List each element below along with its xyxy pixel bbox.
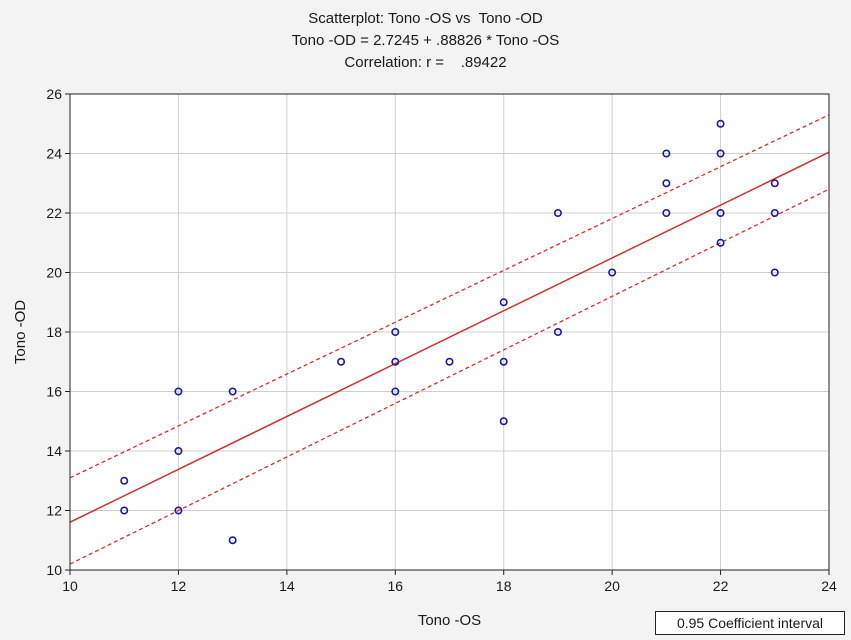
data-point	[120, 506, 129, 515]
x-tick-label: 10	[62, 578, 78, 594]
data-point	[499, 357, 508, 366]
x-tick-label: 16	[387, 578, 403, 594]
confidence-band	[69, 114, 830, 565]
data-point	[499, 298, 508, 307]
data-point	[228, 536, 237, 545]
data-point	[174, 446, 183, 455]
data-point	[770, 268, 779, 277]
data-point	[499, 417, 508, 426]
y-tick-label: 12	[46, 503, 62, 519]
data-point	[662, 149, 671, 158]
data-point	[770, 209, 779, 218]
data-point	[174, 506, 183, 515]
x-tick-label: 24	[821, 578, 837, 594]
y-tick-label: 16	[46, 384, 62, 400]
x-tick-label: 22	[713, 578, 729, 594]
data-point	[716, 238, 725, 247]
data-point	[662, 179, 671, 188]
confidence-lower-line	[69, 188, 830, 565]
data-point	[553, 327, 562, 336]
data-point	[337, 357, 346, 366]
y-tick-label: 14	[46, 443, 62, 459]
data-point	[716, 119, 725, 128]
data-point	[770, 179, 779, 188]
data-point	[391, 327, 400, 336]
y-axis-label: Tono -OD	[12, 300, 29, 364]
chart-title-block: Scatterplot: Tono -OS vs Tono -OD Tono -…	[0, 8, 851, 74]
data-point	[662, 209, 671, 218]
regression-line-group	[69, 151, 830, 523]
data-point	[553, 209, 562, 218]
data-point	[391, 387, 400, 396]
grid-lines	[70, 94, 829, 570]
data-point	[716, 149, 725, 158]
data-point	[608, 268, 617, 277]
data-point	[120, 476, 129, 485]
y-tick-label: 24	[46, 146, 62, 162]
regression-equation: Tono -OD = 2.7245 + .88826 * Tono -OS	[291, 32, 560, 49]
y-axis-ticks: 10 12 14 16 18 20 22 24 26	[46, 86, 70, 578]
y-tick-label: 26	[46, 86, 62, 102]
confidence-upper-line	[69, 114, 830, 479]
x-tick-label: 14	[279, 578, 295, 594]
chart-title: Scatterplot: Tono -OS vs Tono -OD	[308, 10, 543, 27]
correlation-annotation: Correlation: r = .89422	[344, 54, 507, 71]
x-tick-label: 18	[496, 578, 512, 594]
x-axis-ticks: 10 12 14 16 18 20 22 24	[62, 570, 837, 594]
legend-label: 0.95 Coefficient interval	[676, 615, 824, 631]
data-point	[174, 387, 183, 396]
data-point	[445, 357, 454, 366]
y-tick-label: 18	[46, 324, 62, 340]
data-point	[716, 209, 725, 218]
data-point	[228, 387, 237, 396]
data-point	[391, 357, 400, 366]
x-tick-label: 20	[604, 578, 620, 594]
y-tick-label: 10	[46, 562, 62, 578]
x-axis-label: Tono -OS	[418, 612, 481, 629]
regression-line	[69, 151, 830, 523]
y-tick-label: 22	[46, 205, 62, 221]
x-tick-label: 12	[171, 578, 187, 594]
y-tick-label: 20	[46, 265, 62, 281]
legend: 0.95 Coefficient interval	[655, 611, 845, 635]
data-points	[120, 119, 779, 545]
